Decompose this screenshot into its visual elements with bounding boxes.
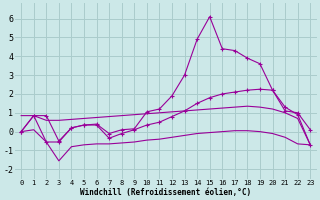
X-axis label: Windchill (Refroidissement éolien,°C): Windchill (Refroidissement éolien,°C) <box>80 188 251 197</box>
